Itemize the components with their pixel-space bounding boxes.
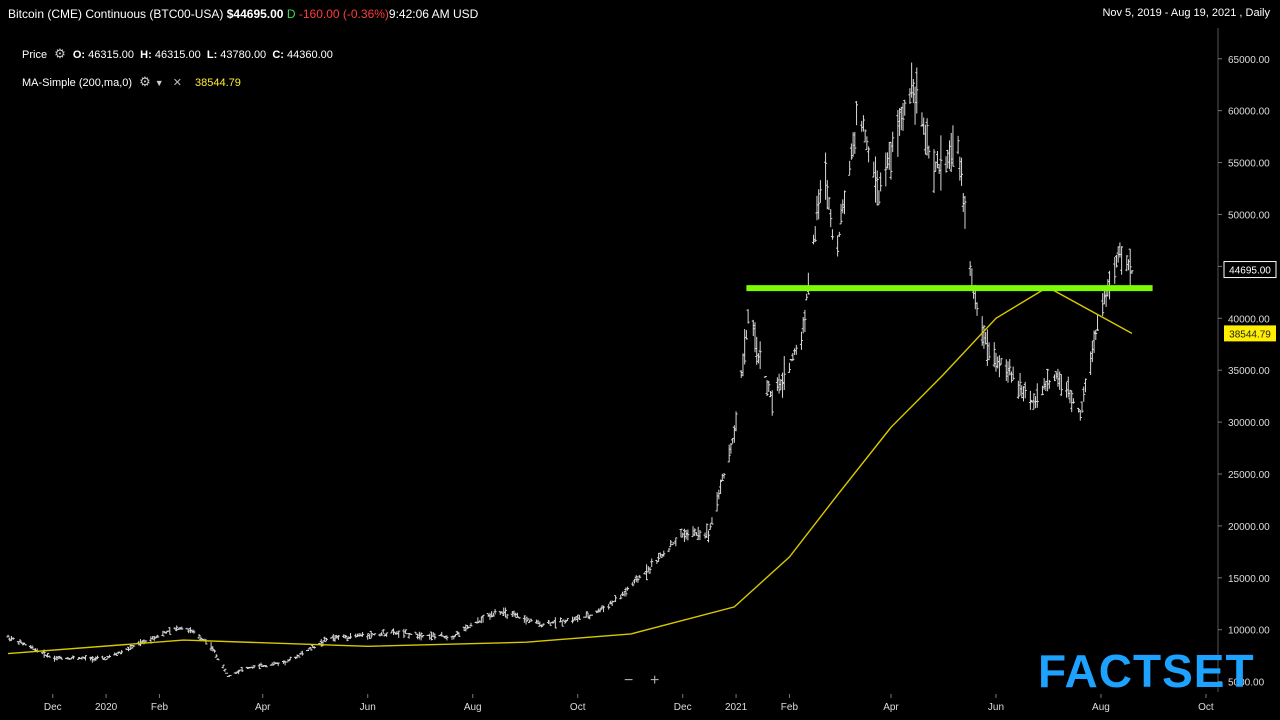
- y-tick-label: 65000.00: [1228, 55, 1270, 66]
- instrument-name: Bitcoin (CME) Continuous (BTC00-USA): [8, 7, 224, 21]
- factset-logo: FACTSET: [1038, 645, 1255, 697]
- y-tick-label: 60000.00: [1228, 107, 1270, 118]
- currency: USD: [452, 7, 479, 21]
- last-price-tag-box: [1223, 261, 1277, 279]
- ma-value: 38544.79: [195, 77, 241, 89]
- zoom-in-button[interactable]: +: [650, 672, 660, 689]
- x-tick-label: Aug: [1092, 702, 1110, 713]
- ma-tag-box: [1224, 325, 1276, 342]
- ohlc-open: O: 46315.00: [72, 49, 135, 61]
- last-price: $44695.00: [226, 7, 284, 21]
- x-tick-label: Apr: [255, 702, 271, 713]
- title-bar: Bitcoin (CME) Continuous (BTC00-USA) $44…: [0, 0, 1280, 26]
- chevron-down-icon[interactable]: ▼: [154, 78, 164, 88]
- date-range: Nov 5, 2019 - Aug 19, 2021 , Daily: [1102, 7, 1270, 19]
- x-tick-label: Dec: [674, 702, 692, 713]
- x-tick-label: Feb: [781, 702, 799, 713]
- y-tick-label: 5000.00: [1228, 678, 1265, 689]
- y-tick-label: 20000.00: [1228, 522, 1270, 533]
- y-tick-label: 40000.00: [1228, 314, 1270, 325]
- y-tick-label: 25000.00: [1228, 470, 1270, 481]
- y-tick-label: 30000.00: [1228, 418, 1270, 429]
- ma-label: MA-Simple (200,ma,0): [22, 77, 133, 89]
- ma-tag: 38544.79: [1229, 329, 1271, 340]
- price-flag: D: [286, 7, 296, 21]
- y-tick-label: 35000.00: [1228, 366, 1270, 377]
- instrument-title: Bitcoin (CME) Continuous (BTC00-USA) $44…: [8, 7, 478, 21]
- price-change-pct: (-0.36%): [342, 7, 389, 21]
- x-tick-label: Oct: [570, 702, 586, 713]
- y-tick-label: 55000.00: [1228, 159, 1270, 170]
- x-tick-label: Feb: [151, 702, 169, 713]
- ohlc-close: C: 44360.00: [272, 49, 333, 61]
- price-change: -160.00: [298, 7, 340, 21]
- y-tick-label: 10000.00: [1228, 626, 1270, 637]
- x-tick-label: 2021: [725, 702, 748, 713]
- y-tick-label: 15000.00: [1228, 574, 1270, 585]
- gear-icon[interactable]: ⚙: [54, 46, 66, 61]
- moving-average-line: [7, 286, 1133, 655]
- x-tick-label: Jun: [360, 702, 376, 713]
- quote-time: 9:42:06 AM: [388, 7, 450, 21]
- ohlc-low: L: 43780.00: [206, 49, 267, 61]
- ma-legend: MA-Simple (200,ma,0) ⚙ ▼ ✕ 38544.79: [22, 74, 241, 90]
- gear-icon[interactable]: ⚙: [139, 74, 151, 89]
- ohlc-high: H: 46315.00: [140, 49, 201, 61]
- y-tick-label: 50000.00: [1228, 210, 1270, 221]
- price-label: Price: [22, 49, 48, 61]
- price-legend: Price ⚙ O: 46315.00 H: 46315.00 L: 43780…: [22, 46, 333, 62]
- x-tick-label: Apr: [883, 702, 899, 713]
- x-tick-label: Oct: [1198, 702, 1214, 713]
- x-tick-label: Jun: [988, 702, 1004, 713]
- x-tick-label: Dec: [44, 702, 62, 713]
- x-tick-label: Aug: [464, 702, 482, 713]
- close-icon[interactable]: ✕: [172, 77, 182, 89]
- x-tick-label: 2020: [95, 702, 118, 713]
- zoom-out-button[interactable]: −: [624, 672, 634, 689]
- last-price-tag: 44695.00: [1229, 266, 1271, 277]
